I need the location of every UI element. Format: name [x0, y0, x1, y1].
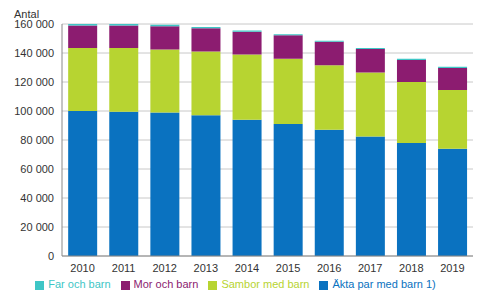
- svg-text:60 000: 60 000: [20, 163, 54, 175]
- svg-text:2011: 2011: [112, 262, 136, 274]
- svg-text:2010: 2010: [70, 262, 94, 274]
- svg-text:2015: 2015: [276, 262, 300, 274]
- svg-text:2014: 2014: [235, 262, 259, 274]
- svg-text:2012: 2012: [153, 262, 177, 274]
- svg-text:120 000: 120 000: [14, 76, 54, 88]
- html-text:Mor och barn: Mor och barn: [133, 278, 199, 290]
- svg-text:160 000: 160 000: [14, 18, 54, 30]
- svg-text:2019: 2019: [440, 262, 464, 274]
- svg-text:0: 0: [48, 250, 54, 262]
- html-text:Antal: Antal: [14, 8, 40, 20]
- svg-text:20 000: 20 000: [20, 221, 54, 233]
- svg-text:140 000: 140 000: [14, 47, 54, 59]
- svg-text:2018: 2018: [399, 262, 423, 274]
- html-text:Far och barn: Far och barn: [48, 278, 111, 290]
- svg-text:80 000: 80 000: [20, 134, 54, 146]
- svg-text:40 000: 40 000: [20, 192, 54, 204]
- svg-text:2013: 2013: [194, 262, 218, 274]
- html-text:Äkta par med barn 1): Äkta par med barn 1): [332, 278, 436, 290]
- svg-text:100 000: 100 000: [14, 105, 54, 117]
- svg-text:2017: 2017: [358, 262, 382, 274]
- html-text:Sambor med barn: Sambor med barn: [221, 278, 310, 290]
- svg-text:2016: 2016: [317, 262, 341, 274]
